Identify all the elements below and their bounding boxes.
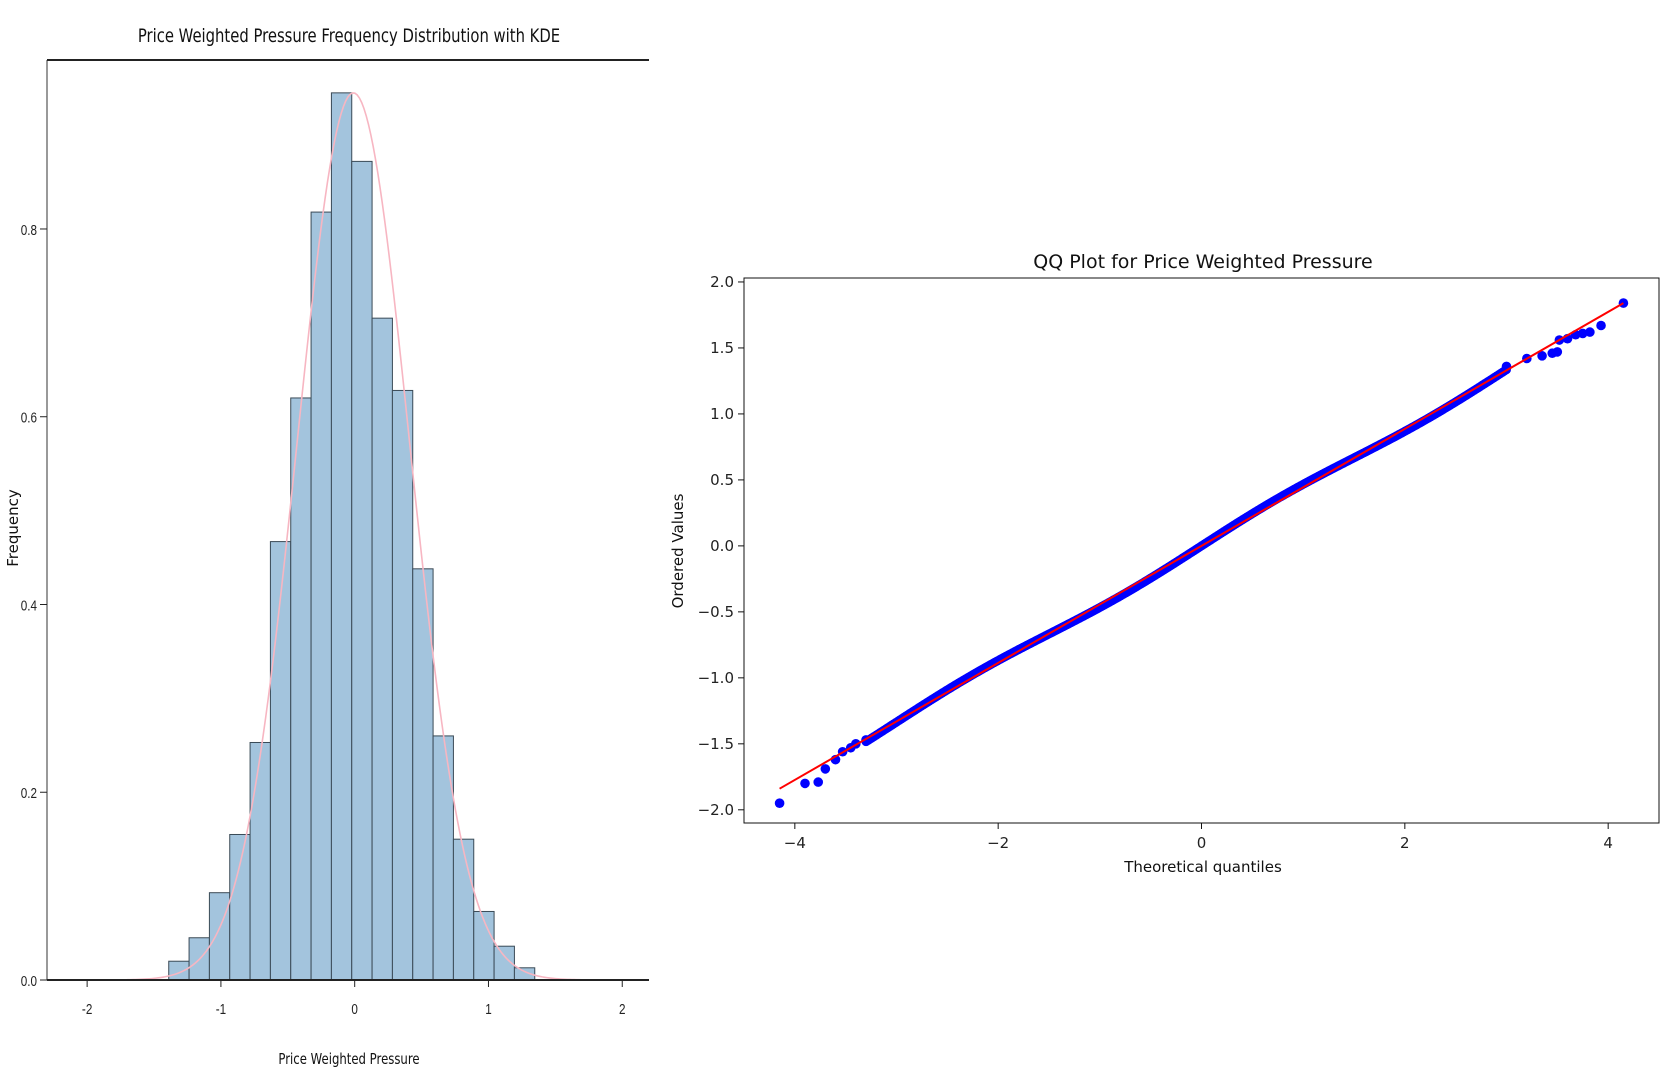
y-tick-label: −1.0 xyxy=(698,669,734,687)
histogram-bars xyxy=(168,92,536,981)
y-tick-label: 0.2 xyxy=(21,785,37,802)
histogram-bar xyxy=(249,741,271,981)
y-tick-label: −0.5 xyxy=(698,603,734,621)
histogram-bar xyxy=(310,211,332,981)
histogram-bar xyxy=(432,735,454,981)
histogram-bar xyxy=(452,838,475,981)
qq-point xyxy=(1585,327,1595,337)
x-tick-label: -1 xyxy=(216,1001,226,1018)
histogram-bar xyxy=(330,92,353,981)
qq-plot-axes: −4 −2 0 2 4 −2.0 −1.5 −1.0 −0.5 0.0 0.5 1.0 1.5 2.0 xyxy=(698,273,1660,852)
y-tick-label: 1.0 xyxy=(710,405,734,423)
x-tick-label: −2 xyxy=(987,834,1009,852)
histogram-x-axis-label: Price Weighted Pressure xyxy=(278,1052,419,1069)
x-tick-label: 2 xyxy=(1400,834,1410,852)
y-tick-label: −2.0 xyxy=(698,801,734,819)
histogram-title: Price Weighted Pressure Frequency Distri… xyxy=(138,25,560,47)
x-tick-label: 4 xyxy=(1603,834,1613,852)
qq-point xyxy=(1537,351,1547,361)
qq-point xyxy=(813,777,824,787)
histogram-bar xyxy=(351,160,373,981)
x-tick-label: 0 xyxy=(1197,834,1207,852)
qq-point xyxy=(774,798,785,809)
qq-plot-title: QQ Plot for Price Weighted Pressure xyxy=(1033,251,1372,273)
histogram-bar xyxy=(229,833,251,981)
qq-x-axis-label: Theoretical quantiles xyxy=(1123,858,1282,876)
qq-fit-line xyxy=(779,302,1624,790)
qq-point xyxy=(1596,320,1606,331)
histogram-axes: -2 -1 0 1 2 0.0 0.2 0.4 0.6 0.8 xyxy=(21,59,649,1018)
x-tick-label: 1 xyxy=(485,1001,492,1018)
qq-point xyxy=(820,764,831,774)
qq-y-axis-label: Ordered Values xyxy=(669,493,687,608)
histogram-bar xyxy=(168,960,190,981)
histogram-bar xyxy=(208,892,231,981)
y-tick-label: 0.0 xyxy=(21,973,37,990)
qq-plot-chart: QQ Plot for Price Weighted Pressure −4 −2… xyxy=(669,251,1660,876)
histogram-y-axis-label: Frequency xyxy=(4,489,22,567)
qq-point xyxy=(800,778,810,789)
qq-point xyxy=(1577,328,1588,339)
x-tick-label: −4 xyxy=(784,834,806,852)
y-tick-label: 0.5 xyxy=(710,471,734,489)
qq-point xyxy=(1552,347,1563,357)
y-tick-label: 0.4 xyxy=(21,597,38,614)
kde-curve xyxy=(73,92,623,981)
x-tick-label: 2 xyxy=(619,1001,626,1018)
histogram-bar xyxy=(269,541,292,981)
y-tick-label: 0.8 xyxy=(21,222,37,239)
y-tick-label: 1.5 xyxy=(710,339,734,357)
y-tick-label: 0.0 xyxy=(710,537,734,555)
x-tick-label: 0 xyxy=(351,1001,358,1018)
histogram-chart: Price Weighted Pressure Frequency Distri… xyxy=(4,25,649,1068)
histogram-bar xyxy=(371,317,393,981)
y-tick-label: 2.0 xyxy=(710,273,734,291)
histogram-bar xyxy=(391,389,414,981)
y-tick-label: 0.6 xyxy=(21,409,37,426)
y-tick-label: −1.5 xyxy=(698,735,734,753)
x-tick-label: -2 xyxy=(82,1001,92,1018)
histogram-bar xyxy=(290,397,312,981)
